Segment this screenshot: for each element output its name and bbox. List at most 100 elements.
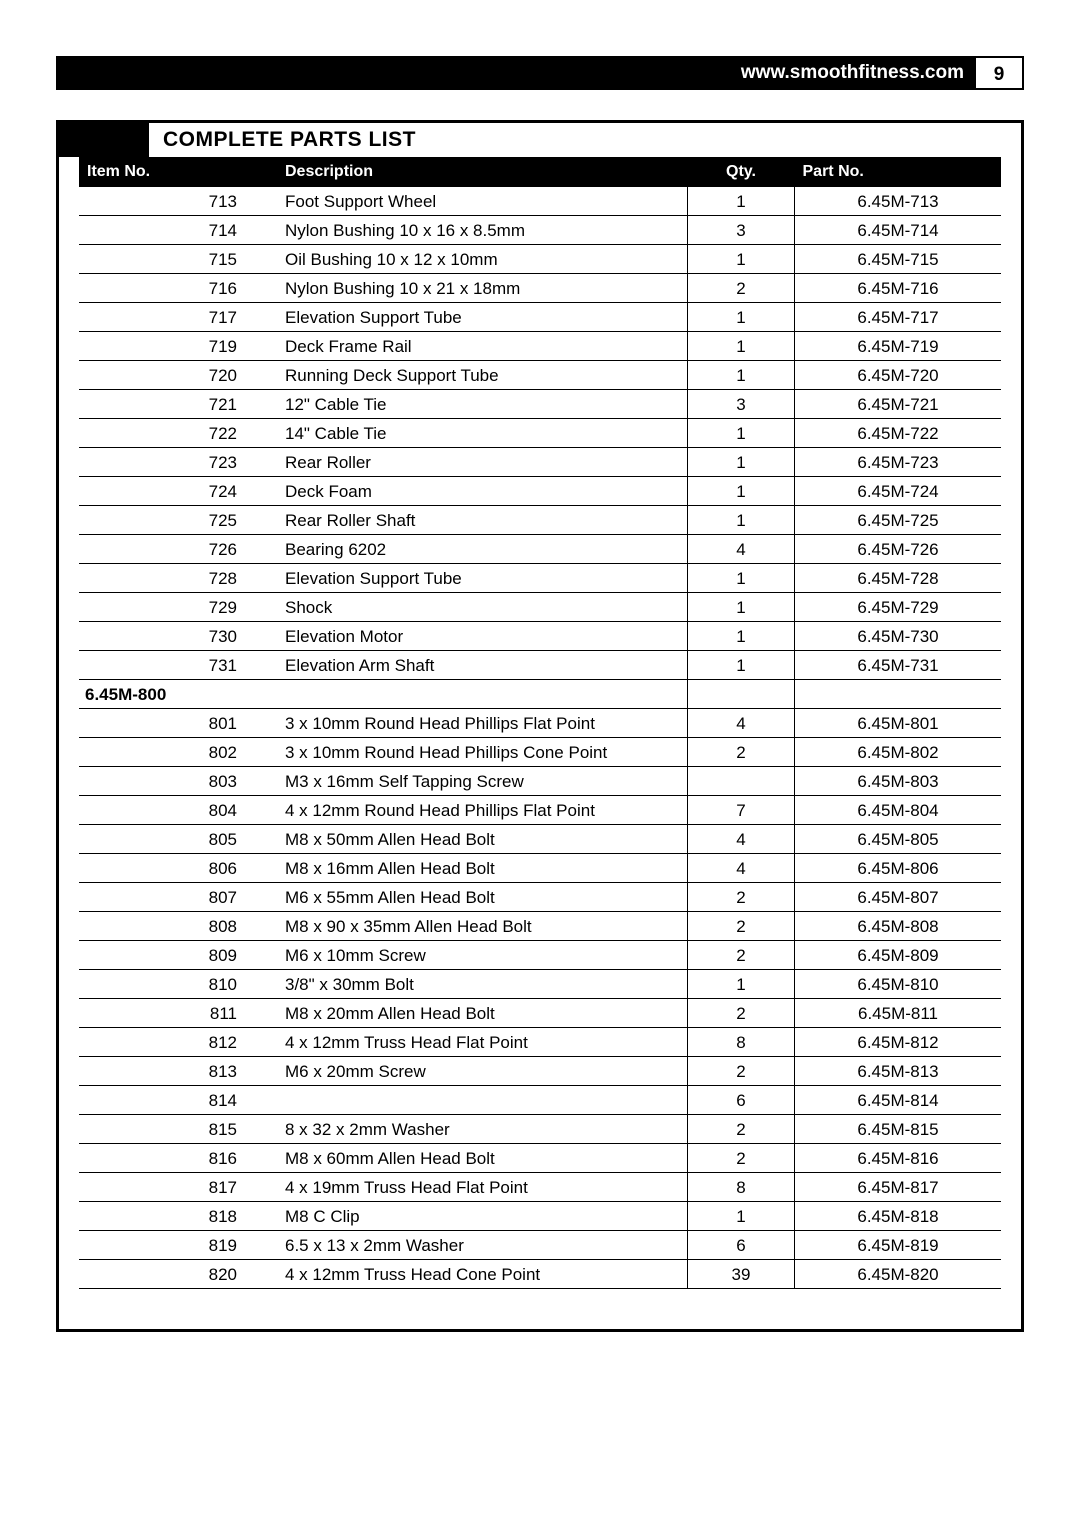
table-header-row: Item No. Description Qty. Part No. (79, 157, 1001, 187)
table-row: 813M6 x 20mm Screw26.45M-813 (79, 1057, 1001, 1086)
page: www.smoothfitness.com 9 COMPLETE PARTS L… (0, 0, 1080, 1527)
cell-item: 716 (79, 274, 277, 303)
cell-qty: 1 (688, 593, 795, 622)
cell-part: 6.45M-725 (795, 506, 1002, 535)
cell-desc: M6 x 55mm Allen Head Bolt (277, 883, 688, 912)
table-row: 806M8 x 16mm Allen Head Bolt46.45M-806 (79, 854, 1001, 883)
cell-item: 806 (79, 854, 277, 883)
cell-qty (688, 680, 795, 709)
cell-qty: 2 (688, 912, 795, 941)
cell-desc: Oil Bushing 10 x 12 x 10mm (277, 245, 688, 274)
cell-part: 6.45M-814 (795, 1086, 1002, 1115)
cell-part: 6.45M-721 (795, 390, 1002, 419)
url-bar: www.smoothfitness.com 9 (56, 56, 1024, 90)
cell-part: 6.45M-812 (795, 1028, 1002, 1057)
cell-desc: 4 x 12mm Round Head Phillips Flat Point (277, 796, 688, 825)
cell-item: 725 (79, 506, 277, 535)
cell-item: 820 (79, 1260, 277, 1289)
parts-table: Item No. Description Qty. Part No. 713Fo… (79, 157, 1001, 1289)
table-row: 729Shock16.45M-729 (79, 593, 1001, 622)
cell-item: 724 (79, 477, 277, 506)
table-row: 8044 x 12mm Round Head Phillips Flat Poi… (79, 796, 1001, 825)
cell-desc: M8 x 90 x 35mm Allen Head Bolt (277, 912, 688, 941)
cell-desc: M8 x 60mm Allen Head Bolt (277, 1144, 688, 1173)
cell-item: 714 (79, 216, 277, 245)
cell-part: 6.45M-714 (795, 216, 1002, 245)
cell-item: 720 (79, 361, 277, 390)
table-row: 724Deck Foam16.45M-724 (79, 477, 1001, 506)
cell-item: 717 (79, 303, 277, 332)
cell-qty: 2 (688, 883, 795, 912)
cell-qty: 1 (688, 651, 795, 680)
cell-part: 6.45M-818 (795, 1202, 1002, 1231)
table-row: 8196.5 x 13 x 2mm Washer66.45M-819 (79, 1231, 1001, 1260)
table-row: 8103/8" x 30mm Bolt16.45M-810 (79, 970, 1001, 999)
cell-part: 6.45M-715 (795, 245, 1002, 274)
cell-desc (277, 680, 688, 709)
cell-desc: Elevation Motor (277, 622, 688, 651)
table-row: 730Elevation Motor16.45M-730 (79, 622, 1001, 651)
cell-item: 812 (79, 1028, 277, 1057)
cell-part: 6.45M-723 (795, 448, 1002, 477)
cell-qty: 1 (688, 448, 795, 477)
cell-qty: 8 (688, 1028, 795, 1057)
cell-item: 803 (79, 767, 277, 796)
header-url: www.smoothfitness.com (729, 56, 976, 90)
cell-item: 802 (79, 738, 277, 767)
table-row: 716Nylon Bushing 10 x 21 x 18mm26.45M-71… (79, 274, 1001, 303)
cell-desc: 3 x 10mm Round Head Phillips Cone Point (277, 738, 688, 767)
table-row: 6.45M-800 (79, 680, 1001, 709)
cell-qty: 2 (688, 999, 795, 1028)
cell-part: 6.45M-809 (795, 941, 1002, 970)
cell-part: 6.45M-713 (795, 187, 1002, 216)
cell-item: 723 (79, 448, 277, 477)
cell-part: 6.45M-716 (795, 274, 1002, 303)
table-row: 714Nylon Bushing 10 x 16 x 8.5mm36.45M-7… (79, 216, 1001, 245)
cell-item: 726 (79, 535, 277, 564)
cell-qty: 1 (688, 332, 795, 361)
cell-qty: 4 (688, 535, 795, 564)
cell-item: 816 (79, 1144, 277, 1173)
table-row: 725Rear Roller Shaft16.45M-725 (79, 506, 1001, 535)
cell-part: 6.45M-720 (795, 361, 1002, 390)
table-row: 713Foot Support Wheel16.45M-713 (79, 187, 1001, 216)
cell-desc: M8 x 16mm Allen Head Bolt (277, 854, 688, 883)
cell-item: 715 (79, 245, 277, 274)
cell-qty: 1 (688, 506, 795, 535)
cell-item: 809 (79, 941, 277, 970)
table-row: 818M8 C Clip16.45M-818 (79, 1202, 1001, 1231)
cell-part: 6.45M-816 (795, 1144, 1002, 1173)
table-row: 728Elevation Support Tube16.45M-728 (79, 564, 1001, 593)
cell-part: 6.45M-820 (795, 1260, 1002, 1289)
cell-item: 808 (79, 912, 277, 941)
cell-qty: 3 (688, 390, 795, 419)
col-part: Part No. (795, 157, 1002, 187)
cell-item: 817 (79, 1173, 277, 1202)
table-row: 72214" Cable Tie16.45M-722 (79, 419, 1001, 448)
cell-item: 810 (79, 970, 277, 999)
cell-qty: 2 (688, 274, 795, 303)
cell-qty: 4 (688, 854, 795, 883)
cell-part: 6.45M-808 (795, 912, 1002, 941)
cell-item: 721 (79, 390, 277, 419)
cell-qty: 2 (688, 1144, 795, 1173)
cell-item: 819 (79, 1231, 277, 1260)
cell-part: 6.45M-802 (795, 738, 1002, 767)
page-number: 9 (976, 56, 1024, 90)
cell-qty: 1 (688, 361, 795, 390)
cell-item: 804 (79, 796, 277, 825)
cell-item: 719 (79, 332, 277, 361)
table-row: 8204 x 12mm Truss Head Cone Point396.45M… (79, 1260, 1001, 1289)
cell-desc: Deck Foam (277, 477, 688, 506)
cell-part: 6.45M-726 (795, 535, 1002, 564)
cell-qty: 6 (688, 1231, 795, 1260)
cell-qty: 1 (688, 419, 795, 448)
cell-qty: 1 (688, 245, 795, 274)
cell-desc: M8 x 50mm Allen Head Bolt (277, 825, 688, 854)
cell-part: 6.45M-805 (795, 825, 1002, 854)
cell-desc: Deck Frame Rail (277, 332, 688, 361)
cell-desc: 4 x 12mm Truss Head Flat Point (277, 1028, 688, 1057)
cell-qty: 1 (688, 303, 795, 332)
col-qty: Qty. (688, 157, 795, 187)
cell-desc: 3 x 10mm Round Head Phillips Flat Point (277, 709, 688, 738)
